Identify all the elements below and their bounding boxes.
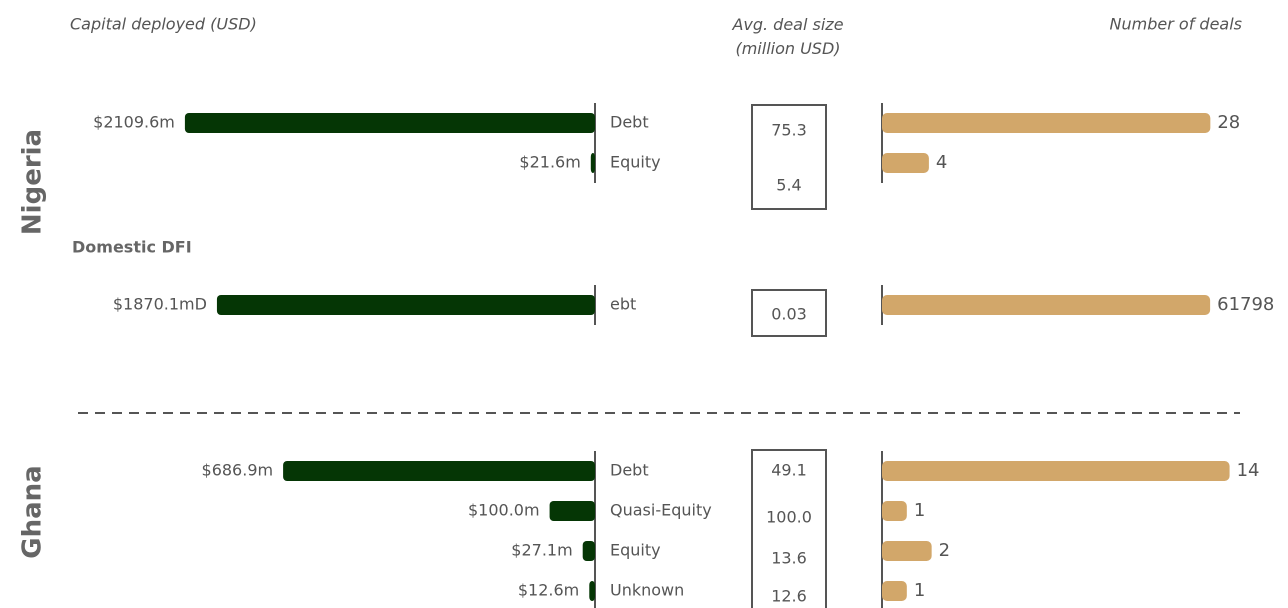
capital-label: $2109.6m (93, 113, 175, 132)
deals-label: 61798 (1217, 294, 1274, 315)
capital-label: $21.6m (519, 153, 580, 172)
capital-label: $27.1m (511, 541, 572, 560)
deals-label: 14 (1237, 460, 1260, 481)
deals-label: 1 (914, 500, 925, 521)
category-label: Equity (610, 541, 661, 560)
capital-bar (589, 581, 595, 601)
deals-bar (882, 295, 1211, 315)
avg-label: 0.03 (771, 305, 807, 324)
deals-label: 1 (914, 580, 925, 601)
avg-label: 100.0 (766, 508, 812, 527)
capital-bar (590, 153, 595, 173)
column-title: Number of deals (1110, 15, 1242, 34)
capital-label: $100.0m (468, 501, 540, 520)
deals-label: 28 (1217, 112, 1240, 133)
capital-bar (184, 113, 596, 133)
section-label: Nigeria (18, 129, 48, 235)
deals-bar (882, 461, 1230, 481)
avg-label: 49.1 (771, 461, 807, 480)
column-title: Capital deployed (USD) (70, 15, 257, 34)
section-label: Domestic DFI (72, 238, 192, 257)
capital-bar (582, 541, 595, 561)
avg-label: 13.6 (771, 549, 807, 568)
avg-box (751, 289, 827, 337)
category-label: Debt (610, 461, 649, 480)
deals-bar (882, 581, 907, 601)
avg-label: 75.3 (771, 121, 807, 140)
capital-label: $12.6m (518, 581, 579, 600)
avg-label: 5.4 (776, 176, 801, 195)
avg-box (751, 449, 827, 608)
deals-bar (882, 501, 907, 521)
deals-label: 2 (939, 540, 950, 561)
avg-label: 12.6 (771, 587, 807, 606)
capital-bar (283, 461, 595, 481)
capital-label: $1870.1mD (113, 295, 207, 314)
category-label: Unknown (610, 581, 684, 600)
category-label: ebt (610, 295, 636, 314)
deals-bar (882, 113, 1211, 133)
category-label: Quasi-Equity (610, 501, 712, 520)
capital-bar (549, 501, 595, 521)
column-title: Avg. deal size (million USD) (731, 15, 843, 58)
capital-label: $686.9m (202, 461, 274, 480)
category-label: Equity (610, 153, 661, 172)
section-label: Ghana (18, 465, 48, 558)
deals-bar (882, 541, 932, 561)
deals-label: 4 (936, 152, 947, 173)
avg-box (751, 104, 827, 210)
deals-bar (882, 153, 929, 173)
capital-bar (216, 295, 595, 315)
category-label: Debt (610, 113, 649, 132)
